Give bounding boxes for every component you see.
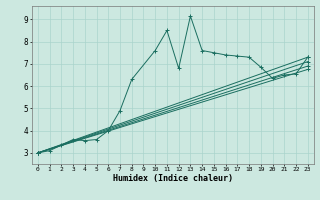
X-axis label: Humidex (Indice chaleur): Humidex (Indice chaleur) — [113, 174, 233, 183]
